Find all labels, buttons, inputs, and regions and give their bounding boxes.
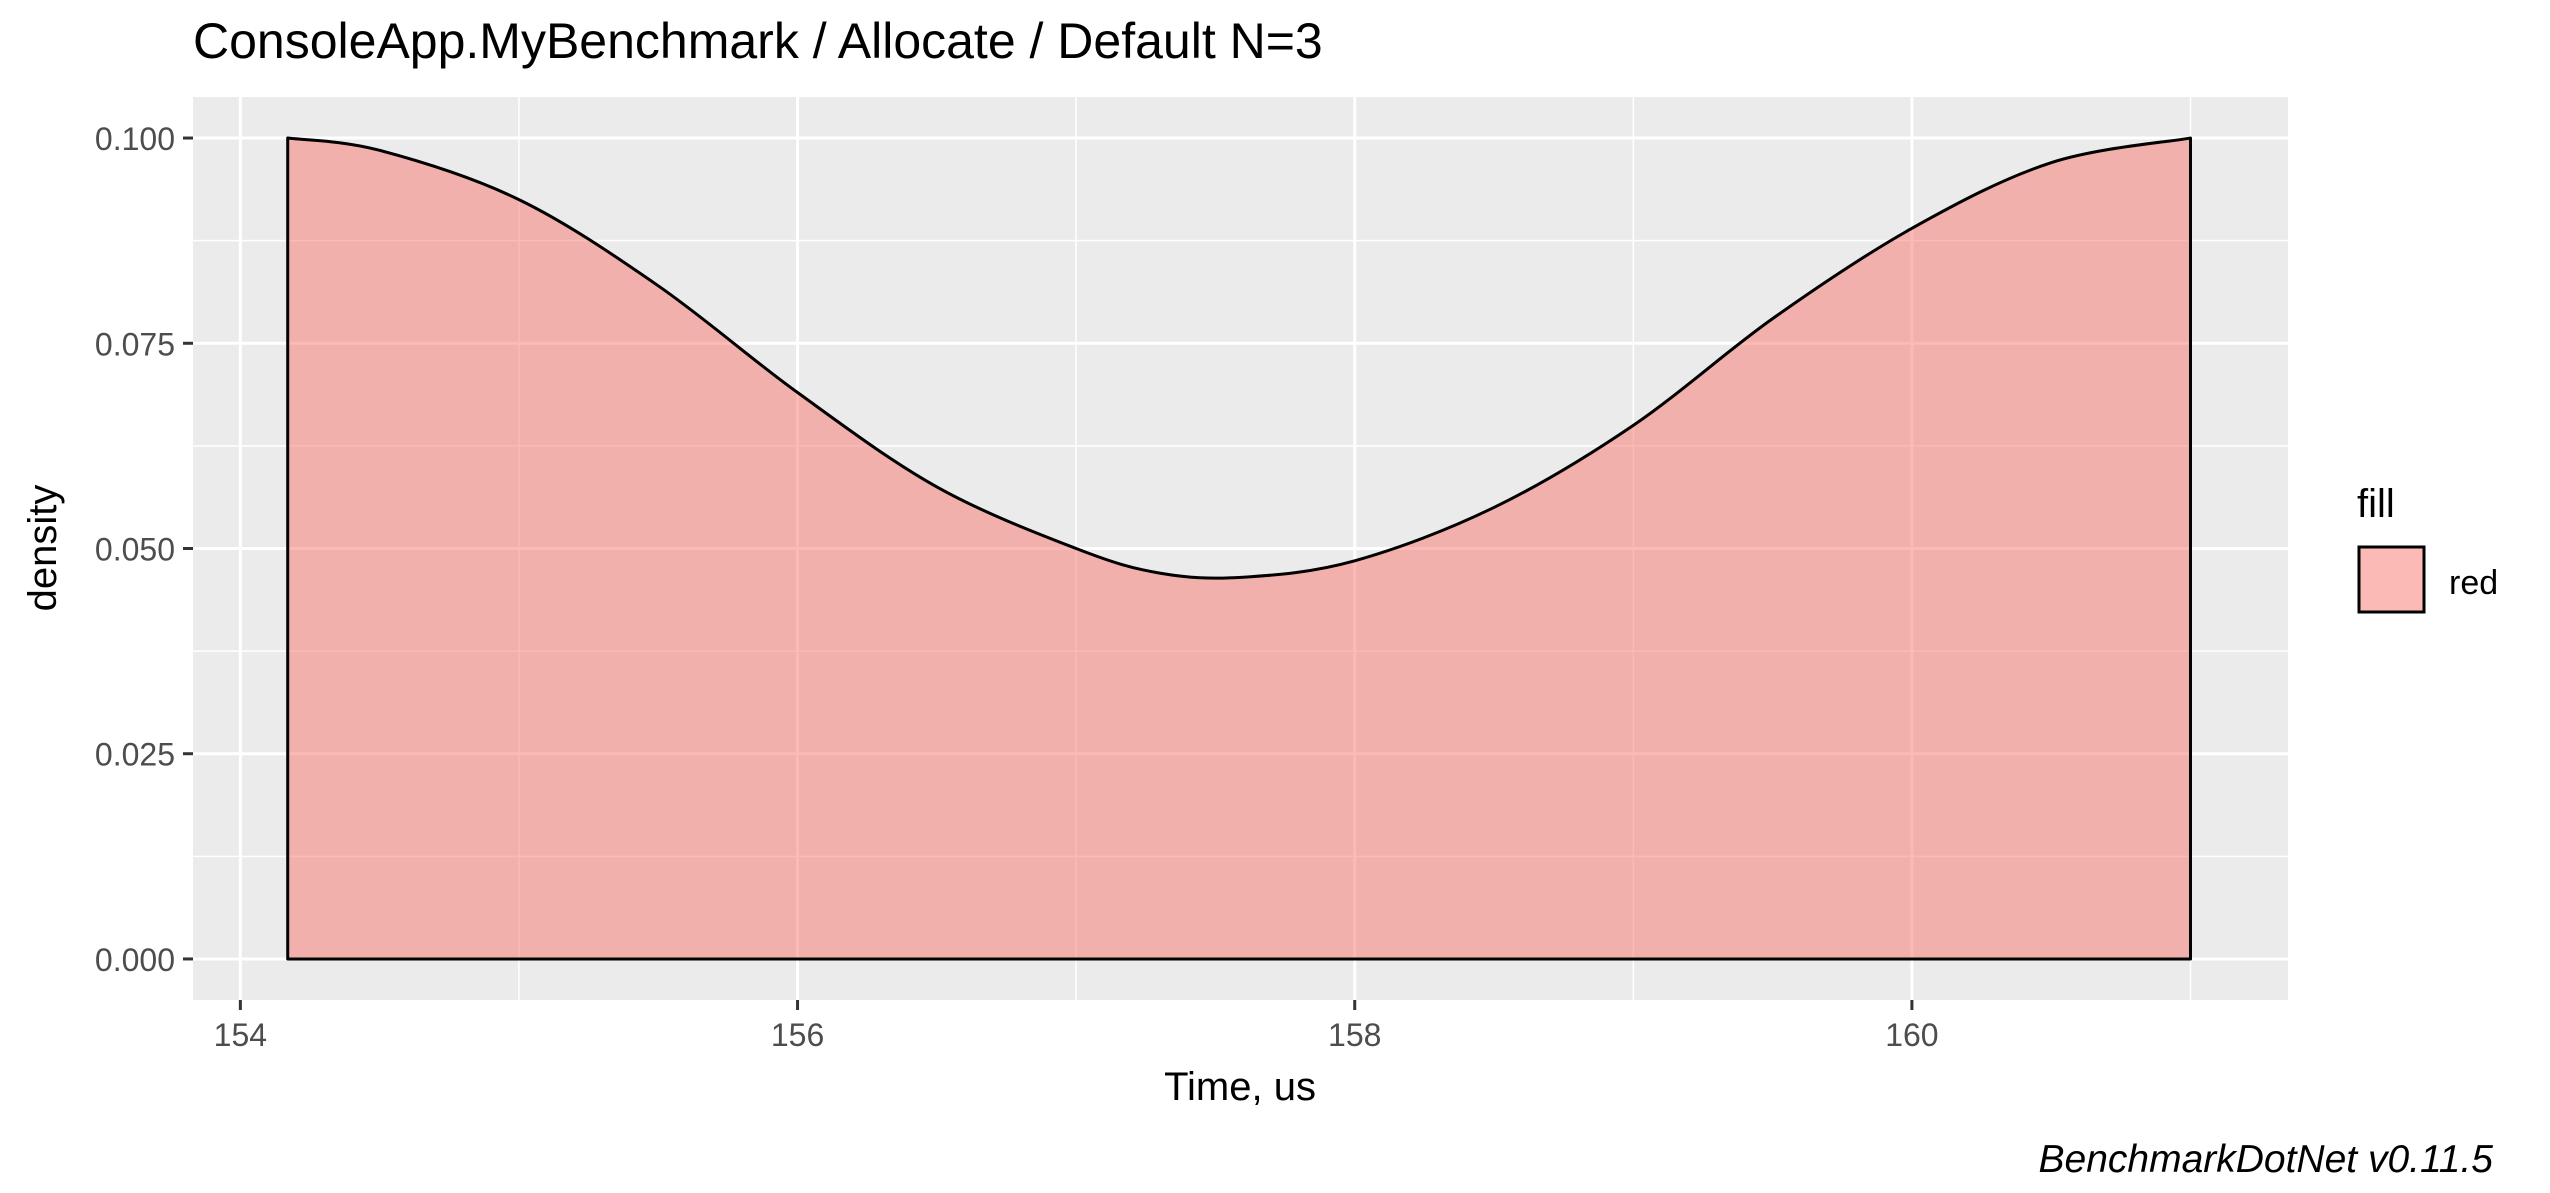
legend: fill red (2357, 482, 2498, 614)
legend-title: fill (2357, 482, 2395, 526)
x-tick-label: 160 (1885, 1017, 1938, 1053)
y-tick-label: 0.050 (95, 532, 175, 568)
y-tick-label: 0.075 (95, 326, 175, 362)
y-axis: 0.000 0.025 0.050 0.075 0.100 (95, 121, 193, 978)
y-tick-label: 0.000 (95, 942, 175, 978)
legend-key-red (2357, 545, 2426, 614)
legend-label-red: red (2449, 564, 2498, 602)
x-axis: 154 156 158 160 (214, 1000, 1939, 1053)
y-tick-label: 0.025 (95, 737, 175, 773)
density-outline (286, 136, 2192, 961)
y-tick-label: 0.100 (95, 121, 175, 157)
density-area (287, 138, 2191, 959)
caption: BenchmarkDotNet v0.11.5 (2038, 1138, 2494, 1181)
x-tick-label: 156 (771, 1017, 824, 1053)
y-axis-label: density (21, 485, 65, 612)
x-axis-label: Time, us (1164, 1065, 1316, 1109)
chart-title: ConsoleApp.MyBenchmark / Allocate / Defa… (193, 13, 1323, 69)
x-tick-label: 158 (1328, 1017, 1381, 1053)
x-tick-label: 154 (214, 1017, 267, 1053)
